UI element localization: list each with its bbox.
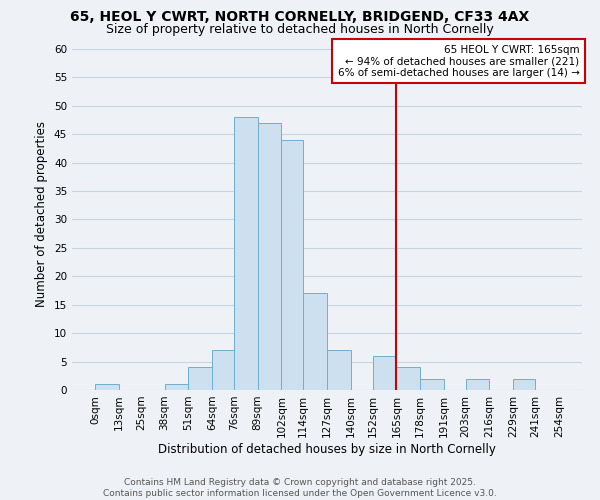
- Y-axis label: Number of detached properties: Number of detached properties: [35, 120, 49, 306]
- Bar: [164, 384, 188, 390]
- Bar: [327, 350, 351, 390]
- Bar: [420, 378, 444, 390]
- Bar: [513, 378, 535, 390]
- X-axis label: Distribution of detached houses by size in North Cornelly: Distribution of detached houses by size …: [158, 442, 496, 456]
- Bar: [373, 356, 397, 390]
- Bar: [95, 384, 119, 390]
- Bar: [466, 378, 490, 390]
- Text: 65 HEOL Y CWRT: 165sqm
← 94% of detached houses are smaller (221)
6% of semi-det: 65 HEOL Y CWRT: 165sqm ← 94% of detached…: [338, 44, 580, 78]
- Bar: [188, 368, 212, 390]
- Text: Contains HM Land Registry data © Crown copyright and database right 2025.
Contai: Contains HM Land Registry data © Crown c…: [103, 478, 497, 498]
- Bar: [234, 117, 257, 390]
- Bar: [303, 294, 327, 390]
- Bar: [281, 140, 303, 390]
- Text: 65, HEOL Y CWRT, NORTH CORNELLY, BRIDGEND, CF33 4AX: 65, HEOL Y CWRT, NORTH CORNELLY, BRIDGEN…: [70, 10, 530, 24]
- Text: Size of property relative to detached houses in North Cornelly: Size of property relative to detached ho…: [106, 22, 494, 36]
- Bar: [397, 368, 420, 390]
- Bar: [257, 123, 281, 390]
- Bar: [212, 350, 234, 390]
